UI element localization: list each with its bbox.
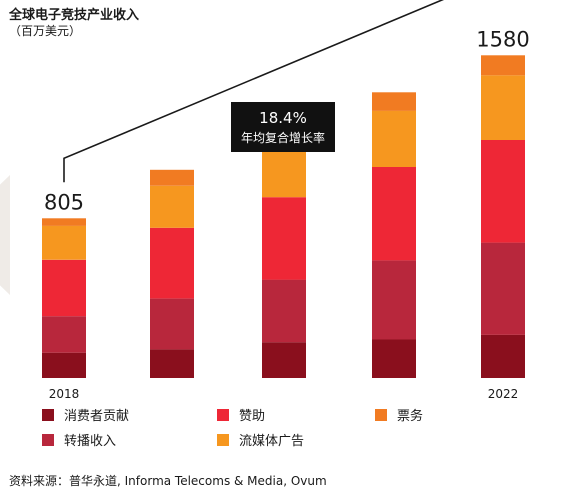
bar-total-label: 1580 [476,27,529,51]
decorative-strip [0,175,10,295]
chart-subtitle: （百万美元） [9,24,82,38]
legend-label: 流媒体广告 [239,434,305,449]
bar-chart: 2018 805 2022 1580 18.4% 年均复合增长率 [42,0,530,400]
bar-segment-1-3 [372,260,416,340]
legend-swatch [217,408,229,421]
legend-label: 赞助 [239,409,266,424]
bar-segment-1-2 [262,279,306,343]
bar-segment-2-3 [372,167,416,261]
bar-segment-4-3 [372,92,416,111]
legend-label: 转播收入 [64,434,117,449]
legend-item-sponsorship: 赞助 [217,405,265,424]
legend-swatch [375,408,387,421]
bar-segment-4-0 [42,218,86,226]
bar-segment-0-4 [481,334,525,378]
bar-segment-4-1 [150,169,194,186]
bar-segment-0-3 [372,339,416,378]
cagr-label: 年均复合增长率 [241,130,325,145]
legend-swatch [42,408,54,421]
bar-segment-0-2 [262,342,306,378]
bar-segment-2-0 [42,259,86,317]
legend-item-tickets: 票务 [375,405,423,424]
bar-segment-0-0 [42,352,86,378]
legend-item-streaming-ads: 流媒体广告 [217,430,304,449]
bar-segment-2-2 [262,197,306,280]
bar-segment-2-1 [150,227,194,299]
bar-segment-1-0 [42,316,86,353]
bar-segment-2-4 [481,140,525,243]
bar-segment-3-1 [150,185,194,228]
legend-swatch [217,433,229,446]
source-note: 资料来源：普华永道, Informa Telecoms & Media, Ovu… [9,474,327,488]
bar-segment-1-4 [481,242,525,335]
bar-segment-3-3 [372,110,416,167]
bar-segment-3-4 [481,75,525,140]
bar-segment-3-2 [262,150,306,198]
cagr-value: 18.4% [259,109,307,127]
bar-total-label: 805 [44,190,84,214]
bar-segment-0-1 [150,349,194,378]
legend-item-broadcast: 转播收入 [42,430,116,449]
bar-segment-3-0 [42,225,86,260]
bar-segment-1-1 [150,298,194,350]
legend-item-consumer: 消费者贡献 [42,405,129,424]
chart-title: 全球电子竞技产业收入 [9,8,140,23]
growth-connector-line [63,0,445,183]
legend-label: 票务 [397,409,424,424]
x-tick-label: 2018 [49,387,80,400]
legend-label: 消费者贡献 [64,409,130,424]
bar-segment-4-4 [481,55,525,76]
cagr-box [231,102,335,152]
legend: 消费者贡献 赞助 票务 转播收入 流媒体广告 [42,405,532,449]
x-tick-label: 2022 [488,387,519,400]
legend-swatch [42,433,54,446]
